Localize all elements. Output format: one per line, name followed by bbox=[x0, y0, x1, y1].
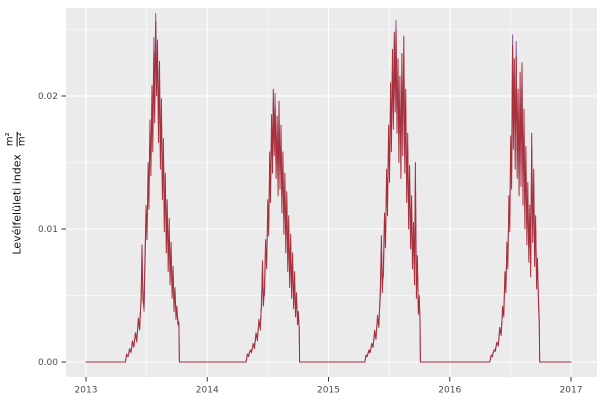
plot-panel bbox=[66, 8, 597, 377]
x-tick-label: 2016 bbox=[438, 386, 461, 396]
y-tick-label: 0.00 bbox=[38, 358, 58, 368]
x-tick-label: 2015 bbox=[317, 386, 340, 396]
y-tick-label: 0.01 bbox=[38, 225, 58, 235]
red-series-line bbox=[85, 21, 572, 363]
x-tick-label: 2014 bbox=[196, 386, 219, 396]
y-tick-label: 0.02 bbox=[38, 92, 58, 102]
x-tick-label: 2013 bbox=[75, 386, 98, 396]
x-tick-label: 2017 bbox=[560, 386, 583, 396]
